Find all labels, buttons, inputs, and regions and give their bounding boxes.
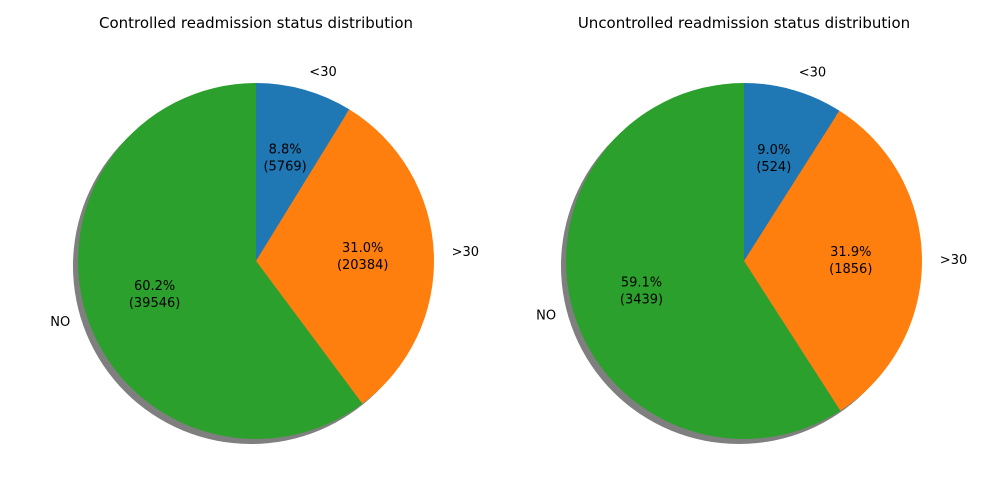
slice-count-label: (3439) bbox=[620, 293, 663, 308]
pie-slice-no bbox=[565, 83, 841, 439]
slice-percent-label: 59.1% bbox=[621, 276, 662, 291]
pie-slice-gt30 bbox=[744, 110, 922, 411]
slice-percent-label: 60.2% bbox=[134, 279, 175, 294]
slice-label-no: NO bbox=[50, 315, 70, 330]
slice-percent-label: 31.9% bbox=[830, 245, 871, 260]
slice-label-gt30: >30 bbox=[452, 245, 479, 260]
slice-label-gt30: >30 bbox=[940, 253, 967, 268]
chart-title: Controlled readmission status distributi… bbox=[99, 14, 413, 32]
pie-slice-lt30 bbox=[256, 83, 350, 261]
slice-percent-label: 9.0% bbox=[757, 143, 790, 158]
slice-count-label: (1856) bbox=[829, 262, 872, 277]
pie-chart-controlled: Controlled readmission status distributi… bbox=[50, 14, 479, 444]
chart-title: Uncontrolled readmission status distribu… bbox=[578, 14, 910, 32]
pie-slice-no bbox=[78, 83, 363, 439]
slice-percent-label: 8.8% bbox=[269, 143, 302, 158]
slice-count-label: (524) bbox=[756, 160, 791, 175]
pie-chart-uncontrolled: Uncontrolled readmission status distribu… bbox=[536, 14, 967, 444]
slice-count-label: (20384) bbox=[337, 258, 389, 273]
pie-slice-lt30 bbox=[744, 83, 840, 261]
slice-label-lt30: <30 bbox=[309, 65, 336, 80]
slice-label-no: NO bbox=[536, 309, 556, 324]
slice-label-lt30: <30 bbox=[799, 66, 826, 81]
slice-count-label: (39546) bbox=[129, 296, 181, 311]
slice-percent-label: 31.0% bbox=[342, 241, 383, 256]
pie-slice-gt30 bbox=[256, 109, 435, 404]
slice-count-label: (5769) bbox=[263, 160, 306, 175]
